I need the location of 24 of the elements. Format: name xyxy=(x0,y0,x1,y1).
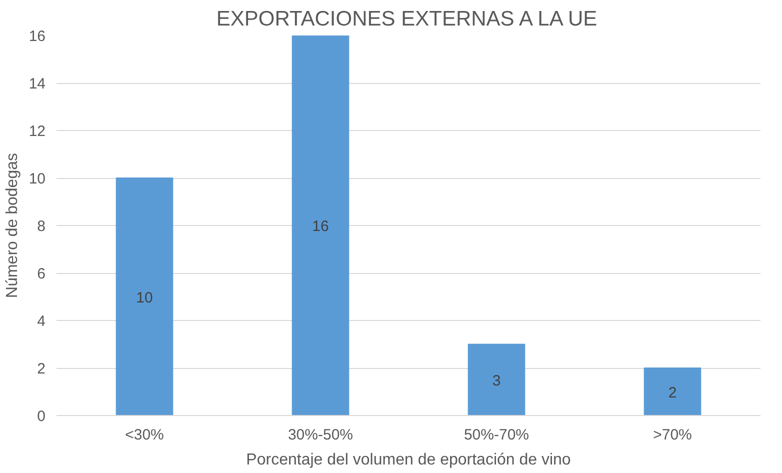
y-tick-label: 6 xyxy=(37,266,46,282)
data-label: 10 xyxy=(136,289,153,306)
data-label: 2 xyxy=(668,384,677,402)
x-tick-label: <30% xyxy=(125,426,164,444)
y-tick-label: 8 xyxy=(37,218,46,235)
x-axis-title: Porcentaje del volumen de eportación de vino xyxy=(246,452,571,468)
data-label: 16 xyxy=(312,218,329,235)
y-tick-label: 12 xyxy=(28,123,46,140)
bar xyxy=(116,178,174,416)
y-tick-label: 10 xyxy=(28,170,46,188)
x-tick-label: 30%-50% xyxy=(288,426,354,444)
bar xyxy=(468,344,526,416)
y-tick-label: 0 xyxy=(37,408,46,425)
y-axis-title: Número de bodegas xyxy=(4,153,21,298)
bar xyxy=(292,36,350,416)
chart-title: EXPORTACIONES EXTERNAS A LA UE xyxy=(216,8,598,30)
y-tick-label: 2 xyxy=(37,360,46,378)
y-tick-label: 16 xyxy=(28,28,46,45)
y-tick-label: 4 xyxy=(37,313,46,330)
x-tick-label: 50%-70% xyxy=(464,426,530,444)
x-tick-label: >70% xyxy=(653,426,692,444)
data-label: 3 xyxy=(492,372,501,390)
bar xyxy=(644,368,702,416)
y-tick-label: 14 xyxy=(28,76,46,92)
